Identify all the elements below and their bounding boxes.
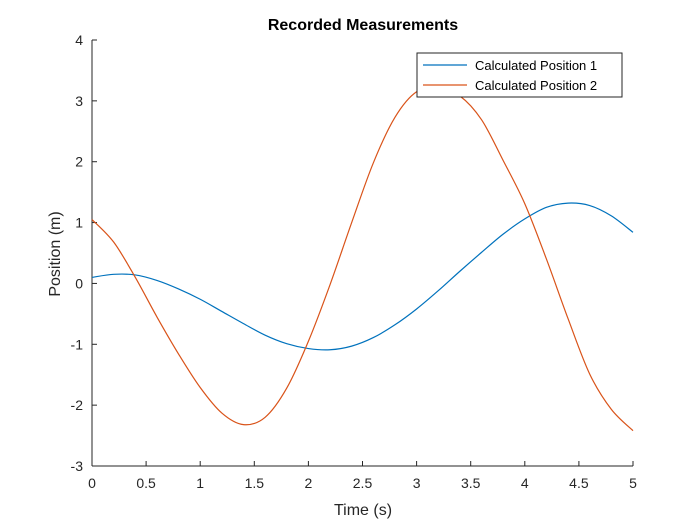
y-tick-label: -3 <box>71 458 84 474</box>
legend: Calculated Position 1 Calculated Position… <box>416 52 623 98</box>
x-tick-label: 1 <box>196 475 204 491</box>
x-tick-label: 0.5 <box>136 475 156 491</box>
chart-title: Recorded Measurements <box>268 17 458 34</box>
x-tick-label: 2 <box>305 475 313 491</box>
series-line-2 <box>91 87 634 432</box>
legend-label-2: Calculated Position 2 <box>475 78 597 93</box>
y-tick-label: 3 <box>75 93 83 109</box>
y-tick-label: -2 <box>71 397 84 413</box>
y-tick-label: 0 <box>75 275 83 291</box>
x-tick-label: 0 <box>88 475 96 491</box>
x-tick-label: 3.5 <box>461 475 481 491</box>
x-tick-label: 2.5 <box>353 475 373 491</box>
x-tick-label: 1.5 <box>245 475 265 491</box>
plot-area: 0 0.5 1 1.5 2 2.5 3 3.5 4 4.5 5 -3 -2 -1 0 1 2 3 4 <box>71 32 638 491</box>
x-tick-label: 3 <box>413 475 421 491</box>
y-tick-label: 2 <box>75 154 83 170</box>
legend-label-1: Calculated Position 1 <box>475 58 597 73</box>
x-axis-label: Time (s) <box>334 502 392 519</box>
legend-box <box>416 52 623 98</box>
y-axis-label: Position (m) <box>47 211 64 296</box>
y-tick-label: -1 <box>71 336 84 352</box>
x-tick-label: 5 <box>629 475 637 491</box>
y-tick-label: 4 <box>75 32 83 48</box>
y-tick-label: 1 <box>75 215 83 231</box>
x-tick-label: 4.5 <box>569 475 589 491</box>
series-line-1 <box>91 202 634 351</box>
x-tick-label: 4 <box>521 475 529 491</box>
